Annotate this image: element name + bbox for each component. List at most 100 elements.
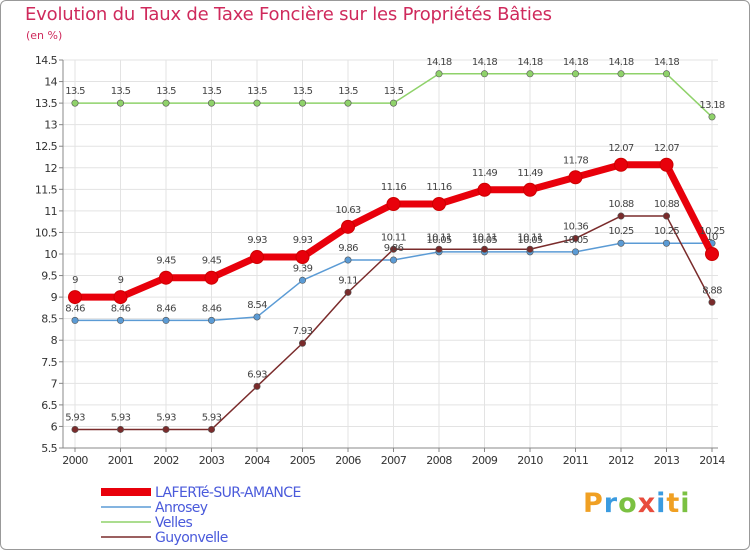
data-label: 14.18 — [608, 57, 633, 68]
data-label: 10.63 — [335, 205, 360, 216]
x-tick-label: 2005 — [290, 454, 316, 467]
y-axis-unit: (en %) — [26, 29, 63, 42]
data-label: 7.93 — [293, 326, 313, 337]
data-label: 8.46 — [156, 303, 176, 314]
legend: LAFERTé-SUR-AMANCEAnroseyVellesGuyonvell… — [101, 485, 301, 546]
y-tick-label: 9.5 — [41, 270, 57, 283]
y-tick-label: 11.5 — [35, 183, 58, 196]
data-point — [614, 157, 628, 172]
data-point — [435, 245, 443, 253]
data-label: 13.18 — [699, 100, 724, 111]
y-tick-label: 8 — [51, 334, 58, 347]
data-point — [708, 113, 716, 121]
data-point — [117, 316, 125, 324]
data-label: 10.05 — [563, 235, 588, 246]
chart-title: Evolution du Taux de Taxe Foncière sur l… — [25, 4, 552, 25]
data-point — [617, 70, 625, 78]
data-label: 10.25 — [654, 226, 679, 237]
data-label: 9 — [118, 275, 124, 286]
data-point — [159, 270, 173, 285]
data-label: 12.07 — [654, 143, 679, 154]
data-point — [253, 382, 261, 390]
data-label: 8.46 — [202, 303, 222, 314]
y-tick-label: 9 — [51, 291, 58, 304]
data-label: 10.11 — [381, 232, 406, 243]
x-tick-labels: 2000 2001 2002 2003 2004 2005 2006 2007 2008 2009… — [62, 454, 726, 467]
data-label: 10.25 — [608, 226, 633, 237]
data-point — [708, 298, 716, 306]
data-label: 5.93 — [65, 412, 85, 423]
x-tick-label: 2008 — [426, 454, 452, 467]
data-point — [662, 70, 670, 78]
data-point — [386, 196, 401, 211]
data-point — [71, 425, 79, 433]
data-point — [526, 70, 534, 78]
data-label: 11.16 — [426, 182, 451, 193]
x-tick-label: 2001 — [108, 454, 134, 467]
data-point — [571, 234, 579, 242]
data-point — [705, 247, 719, 261]
data-point — [389, 256, 397, 264]
data-point — [253, 313, 261, 321]
data-point — [162, 425, 170, 433]
data-label: 8.46 — [65, 303, 85, 314]
data-point — [526, 245, 534, 253]
data-label: 5.93 — [156, 412, 176, 423]
series-anrosey — [71, 239, 716, 324]
data-point — [523, 182, 537, 197]
data-label: 11.49 — [472, 168, 497, 179]
y-tick-label: 13.5 — [35, 97, 58, 110]
data-label: 9.93 — [247, 235, 267, 246]
series-guyonvelle — [71, 212, 716, 433]
data-point — [435, 70, 443, 78]
x-tick-label: 2006 — [335, 454, 361, 467]
data-point — [204, 270, 219, 285]
y-tick-label: 6 — [51, 420, 58, 433]
data-label: 13.5 — [247, 86, 267, 97]
data-point — [162, 316, 170, 324]
data-label: 11.16 — [381, 182, 406, 193]
x-tick-label: 2003 — [199, 454, 225, 467]
series-velles — [71, 70, 716, 121]
data-point — [659, 157, 674, 172]
data-label: 8.88 — [702, 285, 722, 296]
data-label: 9.86 — [384, 243, 404, 254]
data-point — [117, 99, 125, 107]
data-point — [344, 256, 352, 264]
x-tick-label: 2000 — [62, 454, 88, 467]
data-label: 9.39 — [293, 263, 313, 274]
data-point — [208, 425, 216, 433]
y-tick-label: 14 — [44, 76, 57, 89]
proxiti-logo: Proxiti — [583, 488, 691, 519]
data-point — [298, 339, 306, 347]
data-point — [571, 70, 579, 78]
data-label: 10.88 — [608, 199, 633, 210]
data-point — [480, 70, 488, 78]
y-tick-label: 10.5 — [35, 226, 58, 239]
data-label: 10.05 — [517, 235, 542, 246]
data-label: 10.11 — [472, 232, 497, 243]
data-label: 13.5 — [65, 86, 85, 97]
data-label: 5.93 — [111, 412, 131, 423]
data-label: 10.11 — [517, 232, 542, 243]
data-label: 9.45 — [156, 256, 176, 267]
data-label: 9.11 — [338, 275, 358, 286]
data-point — [480, 245, 488, 253]
y-tick-label: 6.5 — [41, 399, 57, 412]
data-point — [389, 99, 397, 107]
data-label: 10.88 — [654, 199, 679, 210]
data-label: 14.18 — [563, 57, 588, 68]
y-tick-label: 8.5 — [41, 313, 57, 326]
data-label: 14.18 — [472, 57, 497, 68]
data-label: 8.54 — [247, 300, 267, 311]
data-label: 10.05 — [426, 235, 451, 246]
y-tick-label: 12.5 — [35, 140, 58, 153]
legend-label: Velles — [155, 515, 192, 531]
data-point — [113, 290, 128, 305]
data-label: 11.49 — [517, 168, 542, 179]
data-label: 10.05 — [472, 235, 497, 246]
data-point — [568, 170, 583, 185]
x-tick-label: 2013 — [654, 454, 680, 467]
series-lafert-sur-amance — [68, 157, 719, 305]
data-label: 9.45 — [202, 256, 222, 267]
